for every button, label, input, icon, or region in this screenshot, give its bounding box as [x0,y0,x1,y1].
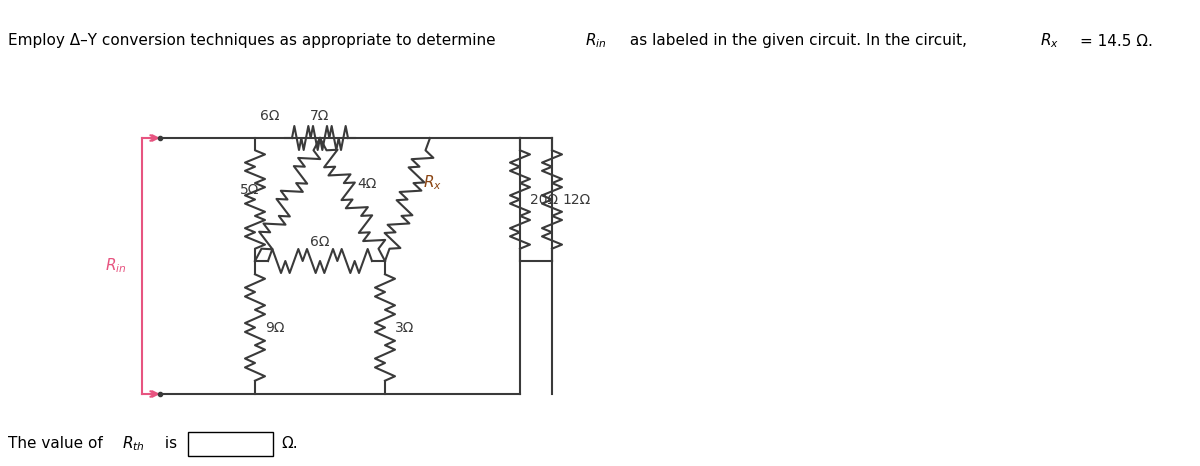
Text: $R_{th}$: $R_{th}$ [122,435,145,453]
Text: 6Ω: 6Ω [260,109,280,123]
Text: Employ Δ–Y conversion techniques as appropriate to determine: Employ Δ–Y conversion techniques as appr… [8,34,500,48]
Text: as labeled in the given circuit. In the circuit,: as labeled in the given circuit. In the … [625,34,972,48]
FancyBboxPatch shape [188,432,274,456]
Text: $R_{in}$: $R_{in}$ [586,32,606,50]
Text: $R_x$: $R_x$ [422,173,442,192]
Text: 6Ω: 6Ω [311,235,330,249]
Text: 3Ω: 3Ω [395,321,414,335]
Text: Ω.: Ω. [281,437,298,452]
Text: 4Ω: 4Ω [358,177,377,191]
Text: 12Ω: 12Ω [562,192,590,206]
Text: 5Ω: 5Ω [240,184,259,198]
Text: The value of: The value of [8,437,108,452]
Text: $R_x$: $R_x$ [1040,32,1058,50]
Text: = 14.5 Ω.: = 14.5 Ω. [1080,34,1153,48]
Text: is: is [160,437,178,452]
Text: 7Ω: 7Ω [311,109,330,123]
Text: 9Ω: 9Ω [265,321,284,335]
Text: 20Ω: 20Ω [530,192,558,206]
Text: $R_{in}$: $R_{in}$ [106,257,127,275]
